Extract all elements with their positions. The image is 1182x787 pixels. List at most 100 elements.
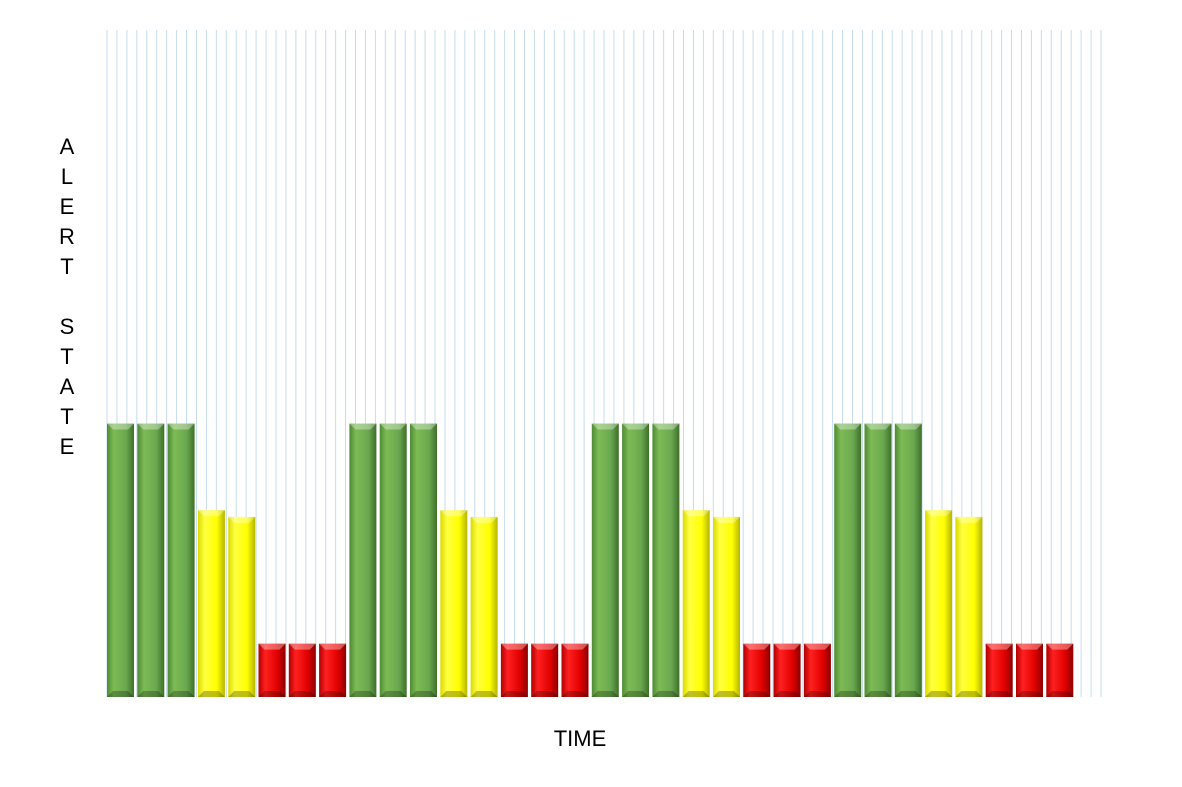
bar-shade [500,691,528,697]
bar-yellow [682,510,710,697]
bar-bevel [864,423,892,430]
bar-body [803,643,831,697]
bar-green [894,423,922,697]
bar-body [228,516,256,697]
bar-shade [985,691,1013,697]
bar-shade [894,691,922,697]
bar-green [834,423,862,697]
bar-shade [349,691,377,697]
bar-yellow [955,516,983,697]
bar-bevel [955,516,983,523]
bar-body [773,643,801,697]
bar-bevel [925,510,953,517]
bar-green [652,423,680,697]
bar-shade [1016,691,1043,697]
bar-red [1016,643,1043,697]
bar-body [470,516,498,697]
bar-bevel [713,516,740,523]
bar-body [107,423,134,697]
bar-body [288,643,316,697]
bar-body [894,423,922,697]
bar-shade [470,691,498,697]
bar-bevel [470,516,498,523]
bar-body [561,643,589,697]
bar-body [591,423,619,697]
bar-bevel [379,423,407,430]
bar-shade [440,691,468,697]
bar-shade [410,691,437,697]
bar-shade [561,691,589,697]
bar-green [410,423,437,697]
bar-shade [288,691,316,697]
x-axis-label: TIME [553,726,607,751]
bar-body [1016,643,1043,697]
bar-bevel [258,643,286,650]
bar-bevel [985,643,1013,650]
bar-body [137,423,165,697]
bar-yellow [713,516,740,697]
bar-bevel [288,643,316,650]
bar-shade [228,691,256,697]
bar-bevel [228,516,256,523]
bar-body [743,643,771,697]
bar-body [531,643,559,697]
bar-bevel [500,643,528,650]
bar-green [167,423,195,697]
bar-body [1046,643,1074,697]
bar-bevel [682,510,710,517]
bar-shade [652,691,680,697]
bar-body [985,643,1013,697]
bar-bevel [622,423,650,430]
bar-shade [834,691,862,697]
bar-shade [955,691,983,697]
bar-shade [197,691,225,697]
bar-yellow [470,516,498,697]
bar-bevel [743,643,771,650]
bar-body [197,510,225,697]
bar-body [955,516,983,697]
bars [107,423,1074,697]
bar-bevel [440,510,468,517]
bar-bevel [531,643,559,650]
bar-green [349,423,377,697]
bar-shade [531,691,559,697]
bar-bevel [197,510,225,517]
bar-red [561,643,589,697]
bar-body [379,423,407,697]
bar-body [410,423,437,697]
bar-yellow [925,510,953,697]
bar-red [743,643,771,697]
bar-red [531,643,559,697]
bar-shade [137,691,165,697]
bar-body [622,423,650,697]
bar-bevel [1046,643,1074,650]
bar-yellow [440,510,468,697]
bar-red [803,643,831,697]
bar-green [622,423,650,697]
bar-bevel [1016,643,1043,650]
bar-shade [107,691,134,697]
bar-shade [713,691,740,697]
bar-yellow [228,516,256,697]
bar-body [834,423,862,697]
bar-body [440,510,468,697]
bar-red [500,643,528,697]
bar-bevel [834,423,862,430]
bar-body [349,423,377,697]
bar-body [319,643,347,697]
bar-shade [864,691,892,697]
bar-red [319,643,347,697]
bar-shade [925,691,953,697]
bar-body [258,643,286,697]
bar-shade [1046,691,1074,697]
bar-bevel [803,643,831,650]
bar-body [652,423,680,697]
bar-red [288,643,316,697]
bar-body [864,423,892,697]
bar-body [167,423,195,697]
bar-bevel [894,423,922,430]
bar-body [925,510,953,697]
bar-green [107,423,134,697]
